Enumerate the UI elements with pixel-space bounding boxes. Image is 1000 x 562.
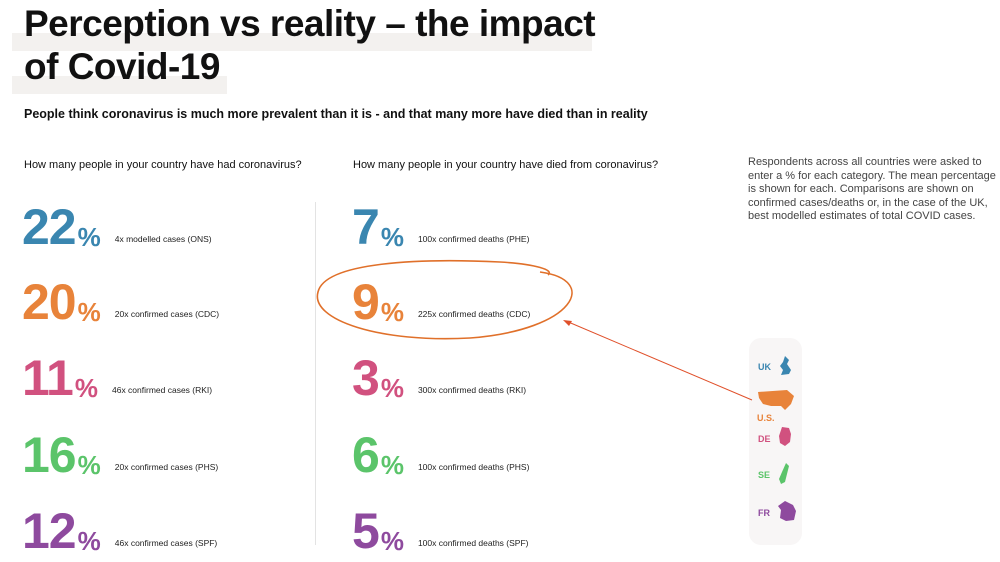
legend-label-se: SE [758,470,771,480]
country-map-icon [778,501,796,521]
arrow-head-icon [563,320,572,326]
country-map-icon [779,427,791,446]
country-map-icon [779,463,789,484]
subtitle: People think coronavirus is much more pr… [24,107,648,121]
legend-label-uk: UK [758,362,771,372]
cases-stat-row: 11% 46x confirmed cases (RKI) [22,347,212,403]
stat-unit: % [77,297,101,327]
legend-label-us: U.S. [757,413,775,423]
deaths-stat-row: 5% 100x confirmed deaths (SPF) [352,500,529,556]
stat-value: 6 [352,427,380,483]
stat-value: 9 [352,274,380,330]
deaths-stat-row: 3% 300x confirmed deaths (RKI) [352,347,526,403]
stat-unit: % [380,297,404,327]
stat-unit: % [74,373,98,403]
cases-stat-row: 16% 20x confirmed cases (PHS) [22,424,218,480]
stat-note: 4x modelled cases (ONS) [114,234,212,244]
stat-note: 20x confirmed cases (CDC) [114,309,220,319]
title-highlight [12,33,592,51]
stat-note: 100x confirmed deaths (PHS) [417,462,530,472]
stat-note: 46x confirmed cases (SPF) [114,538,218,548]
annotation-arrow [565,320,753,401]
stat-note: 20x confirmed cases (PHS) [114,462,219,472]
cases-question: How many people in your country have had… [24,159,302,171]
deaths-stat-row: 7% 100x confirmed deaths (PHE) [352,196,529,252]
stat-value: 20 [22,274,77,330]
stat-value: 16 [22,427,77,483]
hand-drawn-circle [316,259,573,340]
title-highlight [12,76,227,94]
stat-unit: % [77,526,101,556]
stat-value: 5 [352,503,380,559]
legend-label-fr: FR [758,508,770,518]
country-map-icon [758,390,794,410]
cases-stat-row: 22% 4x modelled cases (ONS) [22,196,212,252]
stat-unit: % [77,450,101,480]
country-legend: UK U.S. DE SE FR [749,338,802,545]
stat-note: 100x confirmed deaths (SPF) [417,538,529,548]
stat-unit: % [380,526,404,556]
cases-stat-row: 12% 46x confirmed cases (SPF) [22,500,217,556]
stat-unit: % [380,373,404,403]
stat-value: 11 [22,350,74,406]
deaths-stat-row: 6% 100x confirmed deaths (PHS) [352,424,529,480]
stat-note: 100x confirmed deaths (PHE) [417,234,530,244]
column-divider [315,202,316,545]
stat-value: 3 [352,350,380,406]
explanation-text: Respondents across all countries were as… [748,156,996,222]
legend-label-de: DE [758,434,771,444]
stat-value: 7 [352,199,380,255]
stat-value: 22 [22,199,77,255]
country-map-icon [780,356,791,375]
stat-value: 12 [22,503,77,559]
stat-note: 46x confirmed cases (RKI) [111,385,213,395]
stat-note: 225x confirmed deaths (CDC) [417,309,531,319]
stat-unit: % [380,450,404,480]
page-title: Perception vs reality – the impact of Co… [24,3,596,87]
cases-stat-row: 20% 20x confirmed cases (CDC) [22,271,219,327]
stat-unit: % [380,222,404,252]
deaths-question: How many people in your country have die… [353,159,659,171]
deaths-stat-row: 9% 225x confirmed deaths (CDC) [352,271,530,327]
stat-unit: % [77,222,101,252]
stat-note: 300x confirmed deaths (RKI) [417,385,527,395]
